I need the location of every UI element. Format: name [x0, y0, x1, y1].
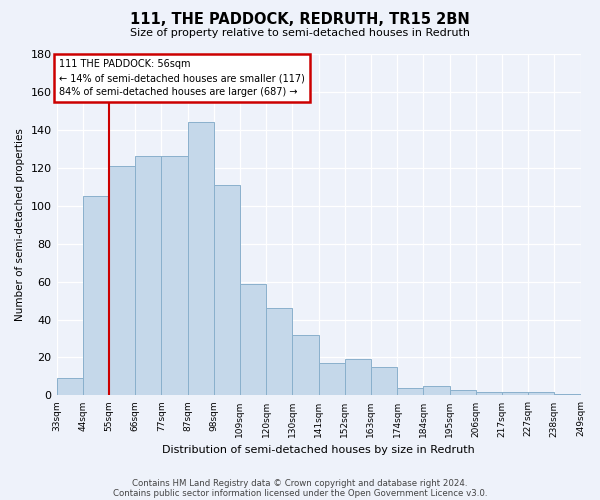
Bar: [161, 156, 188, 396]
Bar: [424, 386, 449, 396]
Bar: [292, 334, 319, 396]
Bar: [214, 185, 240, 396]
Text: Contains HM Land Registry data © Crown copyright and database right 2024.: Contains HM Land Registry data © Crown c…: [132, 478, 468, 488]
Text: Size of property relative to semi-detached houses in Redruth: Size of property relative to semi-detach…: [130, 28, 470, 38]
Bar: [449, 390, 476, 396]
Bar: [371, 367, 397, 396]
Y-axis label: Number of semi-detached properties: Number of semi-detached properties: [15, 128, 25, 321]
Bar: [528, 392, 554, 396]
Bar: [188, 122, 214, 396]
Bar: [502, 392, 528, 396]
Text: 111 THE PADDOCK: 56sqm
← 14% of semi-detached houses are smaller (117)
84% of se: 111 THE PADDOCK: 56sqm ← 14% of semi-det…: [59, 59, 305, 97]
Bar: [476, 392, 502, 396]
Bar: [266, 308, 292, 396]
Bar: [397, 388, 424, 396]
Bar: [135, 156, 161, 396]
X-axis label: Distribution of semi-detached houses by size in Redruth: Distribution of semi-detached houses by …: [162, 445, 475, 455]
Bar: [319, 363, 345, 396]
Bar: [109, 166, 135, 396]
Bar: [240, 284, 266, 396]
Text: Contains public sector information licensed under the Open Government Licence v3: Contains public sector information licen…: [113, 488, 487, 498]
Bar: [83, 196, 109, 396]
Bar: [345, 360, 371, 396]
Bar: [56, 378, 83, 396]
Bar: [554, 394, 581, 396]
Text: 111, THE PADDOCK, REDRUTH, TR15 2BN: 111, THE PADDOCK, REDRUTH, TR15 2BN: [130, 12, 470, 28]
